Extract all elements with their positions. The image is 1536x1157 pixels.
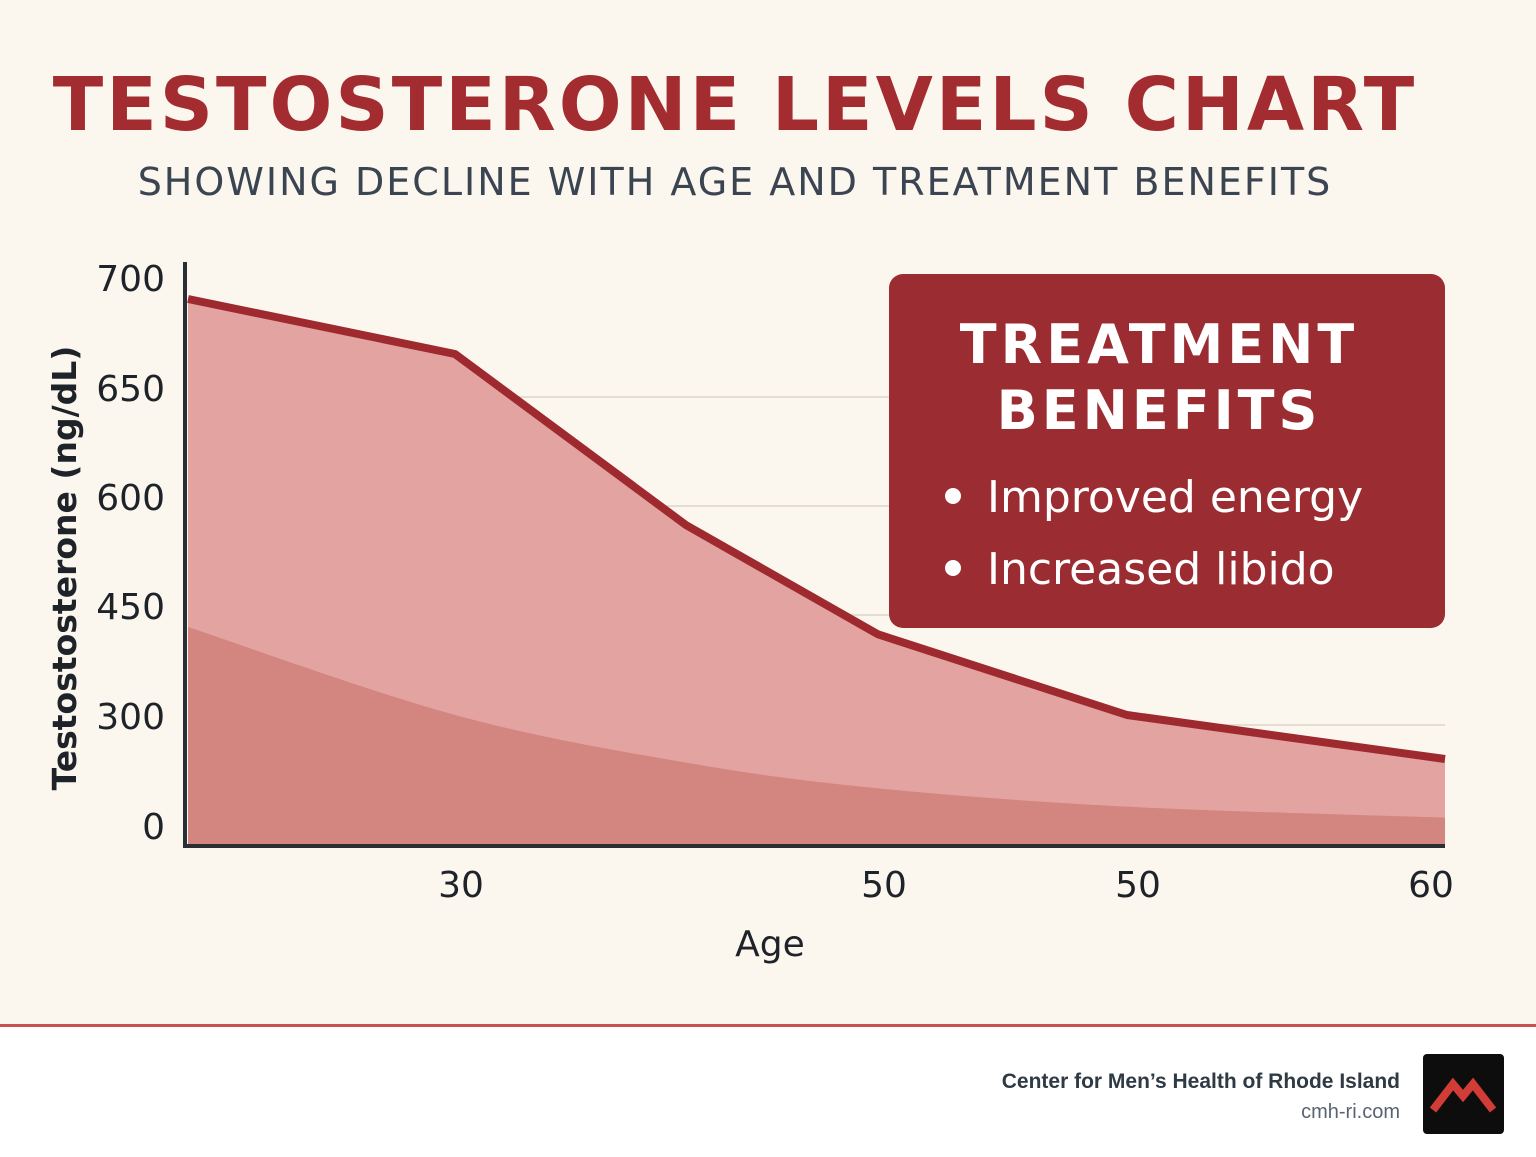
treatment-benefits-list: Improved energy Increased libido	[945, 462, 1363, 606]
org-url[interactable]: cmh-ri.com	[1301, 1101, 1400, 1123]
y-tick-label: 300	[96, 697, 165, 738]
bullet-icon	[945, 488, 961, 504]
series-lower-area	[188, 627, 1445, 846]
y-tick-label: 650	[96, 369, 165, 410]
org-name: Center for Men’s Health of Rhode Island	[1001, 1070, 1400, 1093]
y-tick-label: 450	[96, 587, 165, 628]
y-tick-label: 600	[96, 478, 165, 519]
area-chart: 700 650 600 450 300 0 30 50 50 60 Age Testostost…	[45, 259, 1454, 965]
chart-subtitle: SHOWING DECLINE WITH AGE AND TREATMENT B…	[137, 160, 1333, 204]
x-tick-labels: 30 50 50 60	[438, 865, 1454, 906]
x-tick-label: 30	[438, 865, 484, 906]
y-tick-labels: 700 650 600 450 300 0	[96, 259, 165, 848]
benefit-text: Increased libido	[987, 544, 1335, 595]
treatment-benefits-box: TREATMENT BENEFITS Improved energy Incre…	[889, 274, 1445, 628]
footer: Center for Men’s Health of Rhode Island …	[0, 1024, 1536, 1157]
y-axis-label: Testostosterone (ng/dL)	[45, 346, 84, 791]
mountain-logo-graphic	[1429, 1077, 1497, 1113]
series-upper-area	[188, 299, 1445, 846]
benefit-text: Improved energy	[987, 472, 1364, 523]
x-tick-label: 50	[1115, 865, 1161, 906]
series-upper-line	[187, 295, 1446, 763]
y-tick-label: 0	[142, 807, 165, 848]
x-tick-label: 50	[861, 865, 907, 906]
bullet-icon	[945, 560, 961, 576]
y-tick-label: 700	[96, 259, 165, 300]
x-axis-label: Age	[735, 924, 805, 965]
benefit-item: Improved energy	[945, 462, 1363, 534]
benefit-item: Increased libido	[945, 534, 1363, 606]
x-tick-label: 60	[1408, 865, 1454, 906]
chart-title: TESTOSTERONE LEVELS CHART	[52, 62, 1418, 148]
mountain-logo-icon	[1423, 1054, 1504, 1134]
treatment-benefits-title: TREATMENT BENEFITS	[959, 313, 1359, 442]
